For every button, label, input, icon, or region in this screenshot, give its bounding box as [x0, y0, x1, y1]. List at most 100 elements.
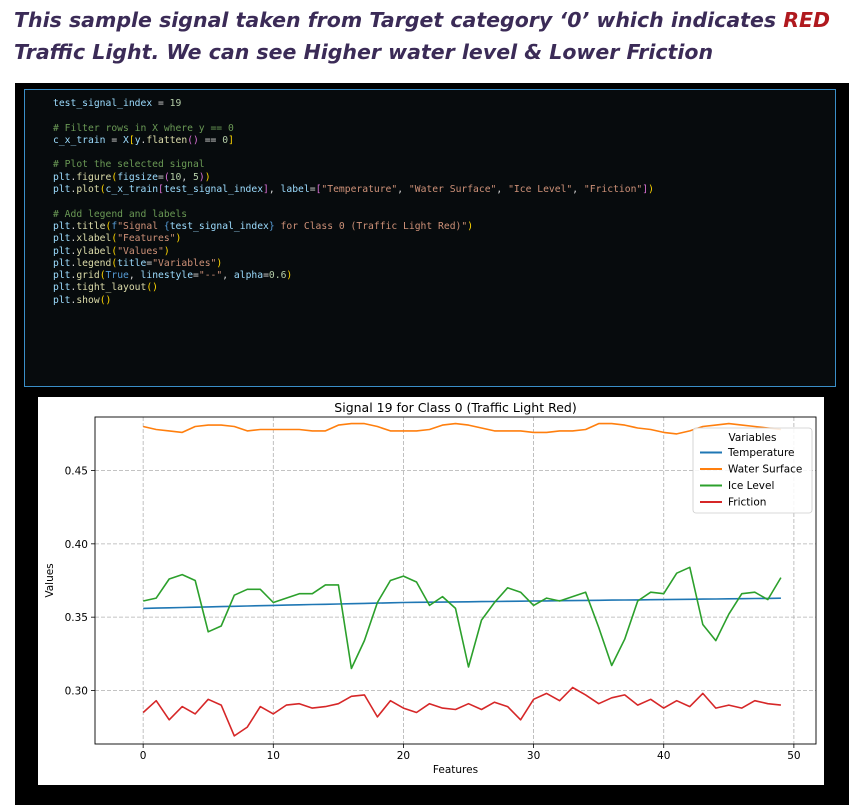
code-token: (: [105, 220, 112, 232]
code-token: plt: [53, 294, 71, 306]
y-tick-label: 0.45: [65, 466, 88, 478]
code-token: ,: [397, 184, 409, 196]
code-token: xlabel: [76, 233, 112, 245]
code-token: 10: [169, 171, 182, 183]
code-token: ,: [222, 270, 234, 282]
code-token: ]: [228, 134, 234, 146]
x-tick-label: 10: [267, 750, 280, 762]
code-token: ,: [268, 184, 281, 196]
code-token: {: [163, 220, 170, 232]
code-token: plt: [53, 220, 71, 232]
code-token: ]: [263, 184, 269, 196]
code-token: ): [216, 257, 223, 269]
code-token: legend: [76, 257, 112, 269]
code-token: =: [146, 257, 153, 269]
code-line: # Add legend and labels: [53, 209, 835, 221]
code-token: "Temperature": [321, 184, 398, 196]
code-token: =: [193, 270, 199, 282]
code-token: [: [128, 134, 135, 146]
code-token: plt: [53, 184, 71, 196]
code-token: [: [158, 184, 164, 196]
code-line: plt.figure(figsize=(10, 5)): [53, 172, 835, 184]
code-token: figsize: [117, 171, 159, 183]
code-token: y: [134, 134, 141, 146]
code-line: plt.xlabel("Features"): [53, 233, 835, 245]
code-token: test_signal_index: [53, 98, 153, 109]
x-tick-label: 20: [397, 750, 410, 762]
code-line: plt.plot(c_x_train[test_signal_index], l…: [53, 184, 835, 196]
code-token: (): [146, 282, 159, 294]
y-tick-label: 0.40: [65, 539, 88, 551]
code-line: c_x_train = X[y.flatten() == 0]: [53, 135, 835, 147]
x-tick-label: 40: [657, 750, 670, 762]
code-token: (: [111, 257, 118, 269]
code-token: (: [163, 171, 170, 183]
code-token: "Friction": [583, 184, 643, 196]
code-token: ): [175, 233, 182, 245]
code-token: .: [70, 233, 77, 245]
code-token: plot: [76, 184, 100, 196]
code-token: plt: [53, 270, 71, 282]
code-token: test_signal_index: [163, 184, 264, 196]
code-token: plt: [53, 245, 71, 257]
code-token: .: [140, 134, 147, 146]
x-tick-label: 0: [140, 750, 147, 762]
code-token: =: [105, 134, 123, 146]
code-token: "Variables": [152, 257, 217, 269]
code-token: 0: [222, 134, 229, 146]
line-chart: 0 10 20 30 40 50 0.30 0.35 0.40 0.45 Signal 19 for…: [44, 400, 817, 776]
code-line: plt.title(f"Signal {test_signal_index} f…: [53, 221, 835, 233]
code-token: label: [280, 184, 310, 196]
code-token: ,: [128, 270, 141, 282]
code-token: figure: [76, 171, 112, 183]
code-token: .: [70, 245, 77, 257]
code-line: plt.ylabel("Values"): [53, 246, 835, 258]
code-line: # Plot the selected signal: [53, 159, 835, 171]
axes-frame: [94, 416, 817, 745]
code-token: plt: [53, 171, 71, 183]
legend-box: [692, 427, 813, 514]
code-token: .: [70, 257, 77, 269]
x-tick-label: 50: [787, 750, 800, 762]
code-token: grid: [76, 270, 100, 282]
code-token: title: [117, 257, 147, 269]
code-token: "Water Surface": [408, 184, 497, 196]
code-token: 0.6: [268, 270, 287, 282]
code-token: ): [163, 245, 170, 257]
code-token: (): [99, 294, 112, 306]
code-line: plt.grid(True, linestyle="--", alpha=0.6…: [53, 270, 835, 282]
code-line: [53, 147, 835, 159]
code-token: ,: [572, 184, 584, 196]
code-token: 5: [193, 171, 199, 183]
code-token: alpha: [233, 270, 264, 282]
code-token: 19: [169, 98, 182, 109]
code-token: ,: [181, 171, 194, 183]
code-token: "Signal: [117, 220, 164, 232]
code-token: # Filter rows in X where y == 0: [53, 122, 234, 134]
code-token: [: [315, 184, 322, 196]
code-token: ,: [496, 184, 509, 196]
code-line: plt.show(): [53, 295, 835, 307]
code-token: ): [198, 171, 205, 183]
code-token: c_x_train: [53, 134, 106, 146]
code-line: test_signal_index = 19: [53, 98, 835, 110]
code-token: }: [268, 220, 275, 232]
code-token: ): [467, 220, 474, 232]
series-line-water-surface: [143, 422, 781, 435]
code-token: =: [309, 184, 316, 196]
code-line: [53, 110, 835, 122]
code-token: .: [70, 294, 77, 306]
code-token: for Class 0 (Traffic Light Red)": [274, 220, 468, 232]
code-cell[interactable]: test_signal_index = 19 # Filter rows in …: [24, 89, 836, 387]
legend-entry: Friction: [728, 497, 766, 509]
code-token: "Features": [117, 233, 176, 245]
slide-title-text-1: This sample signal taken from Target cat…: [14, 8, 784, 32]
legend-entry: Water Surface: [728, 464, 802, 476]
code-token: title: [76, 220, 106, 232]
code-token: f: [111, 220, 118, 232]
code-line: plt.legend(title="Variables"): [53, 258, 835, 270]
slide-title: This sample signal taken from Target cat…: [14, 4, 844, 68]
code-token: flatten: [146, 134, 188, 146]
chart-title: Signal 19 for Class 0 (Traffic Light Red…: [334, 400, 576, 415]
slide-title-red-word: RED: [783, 8, 831, 32]
